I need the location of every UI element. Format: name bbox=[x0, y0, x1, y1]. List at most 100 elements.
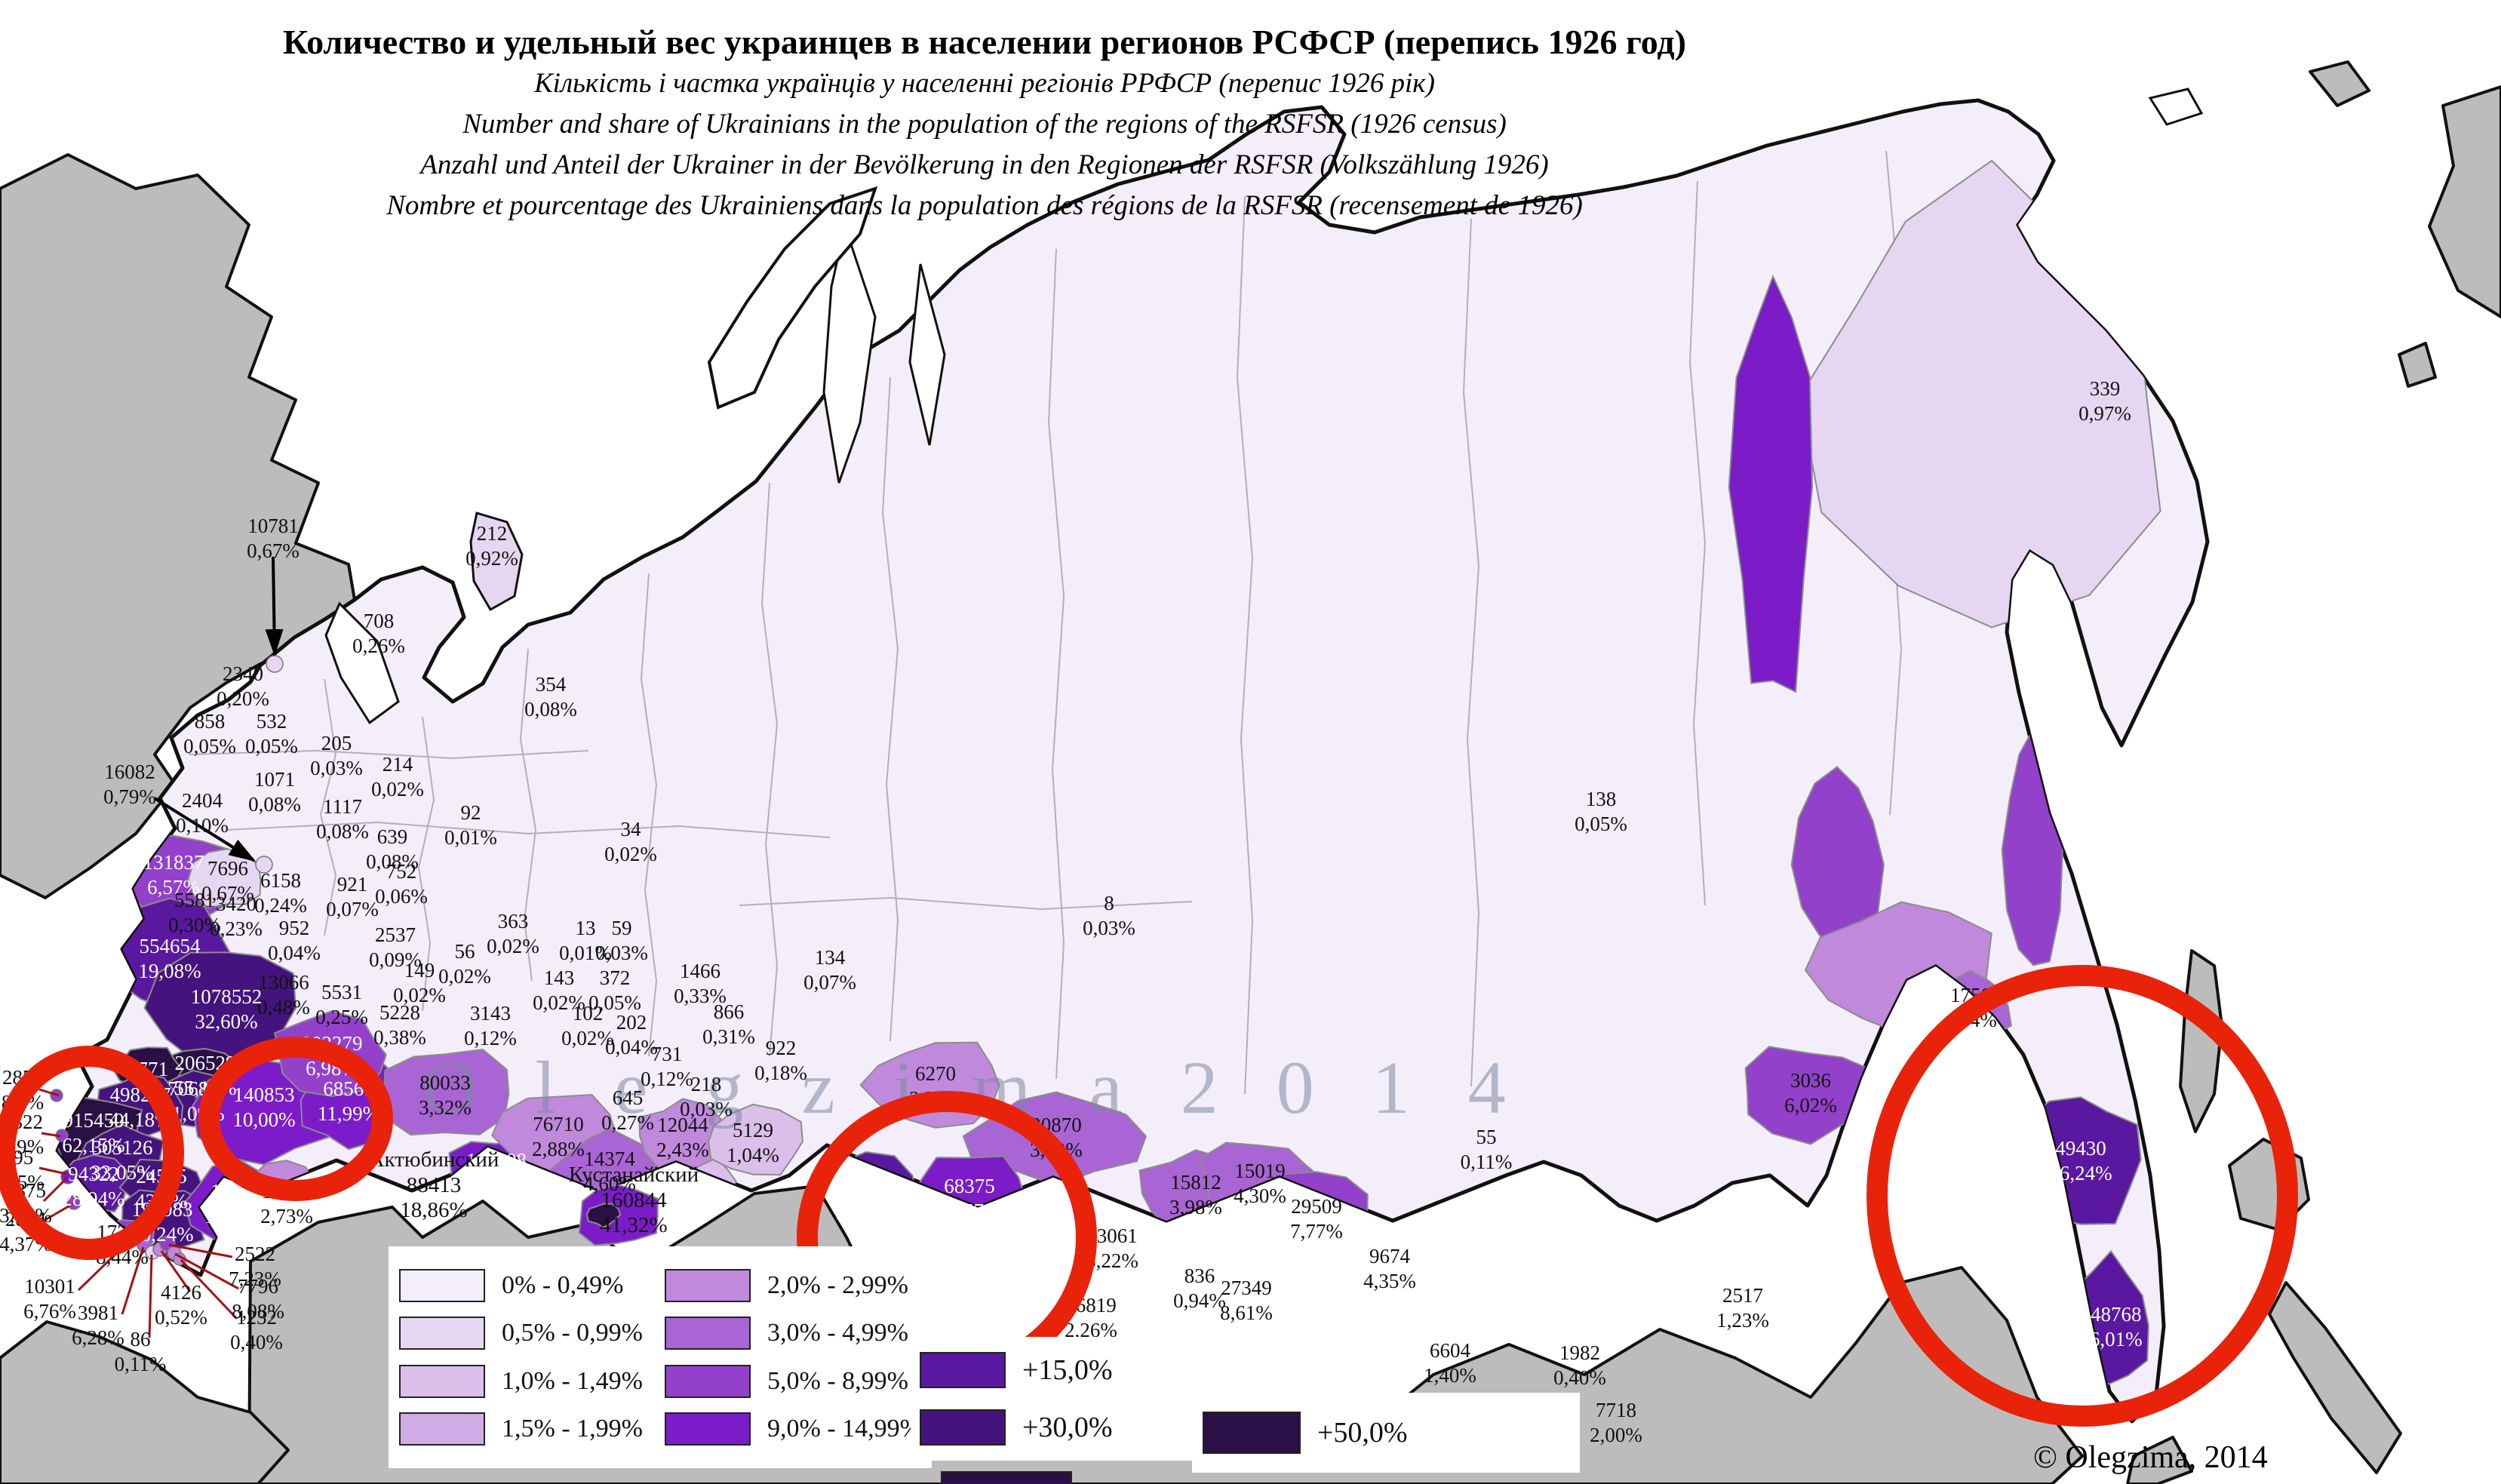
region-label: 2517 1,23% bbox=[1716, 1284, 1769, 1332]
leader-line bbox=[174, 1252, 239, 1290]
leader-line bbox=[121, 1246, 145, 1315]
callout-leader-lines bbox=[38, 1088, 239, 1338]
region-label: 9674 4,35% bbox=[1363, 1245, 1416, 1292]
region-label: 2537 0,09% bbox=[369, 923, 422, 971]
region-label: 1071 0,08% bbox=[248, 768, 301, 816]
region-label: 4126 0,52% bbox=[155, 1281, 207, 1329]
legend-row: 2,0% - 2,99% bbox=[665, 1261, 921, 1310]
region-label: 13066 0,48% bbox=[257, 971, 310, 1019]
region-label: 212 0,92% bbox=[465, 522, 518, 570]
leader-line bbox=[38, 1166, 67, 1175]
legend-row: +15,0% bbox=[920, 1352, 1200, 1388]
taz-gulf bbox=[908, 263, 946, 446]
region-label: 149 0,02% bbox=[393, 959, 446, 1006]
region-label: 1232 0,40% bbox=[230, 1306, 283, 1353]
region-label: 102 0,02% bbox=[561, 1002, 614, 1049]
region-label: 10301 6,76% bbox=[23, 1275, 76, 1323]
region-label: 3143 0,12% bbox=[464, 1002, 517, 1049]
region-label: 554654 19,08% bbox=[138, 935, 201, 982]
region-label: 866 0,31% bbox=[702, 1000, 755, 1048]
leader-line bbox=[43, 1203, 73, 1222]
legend-row: +50,0% bbox=[1203, 1412, 1408, 1454]
land-island-a bbox=[2309, 60, 2370, 107]
region-label: Актюбинский 88413 18,86% bbox=[369, 1148, 499, 1222]
region-label: 305126 33,05% bbox=[91, 1136, 153, 1184]
leader-line bbox=[42, 1177, 68, 1203]
legend-swatch bbox=[665, 1268, 751, 1302]
region-label: 1078552 32,60% bbox=[191, 985, 263, 1033]
region-label: 94322 28,94% bbox=[62, 1163, 124, 1210]
region-label: 354 0,08% bbox=[524, 673, 577, 720]
region-label: 2404 0,10% bbox=[176, 789, 229, 837]
legend-swatch bbox=[399, 1268, 485, 1302]
region-label: 752 0,06% bbox=[375, 860, 428, 908]
wrangel-island bbox=[2148, 88, 2204, 126]
legend-main: 0% - 0,49% 2,0% - 2,99% 0,5% - 0,99% 3,0% -… bbox=[389, 1246, 932, 1468]
legend-row: 3,0% - 4,99% bbox=[665, 1310, 921, 1358]
legend-row: 1,0% - 1,49% bbox=[399, 1357, 645, 1406]
region-label: 1466 0,33% bbox=[674, 960, 727, 1007]
legend-high: +15,0% +30,0% bbox=[911, 1337, 1209, 1461]
legend-label: +30,0% bbox=[1022, 1412, 1113, 1443]
small-region bbox=[255, 856, 273, 874]
region-label: 15019 4,30% bbox=[1234, 1160, 1286, 1207]
land-honshu bbox=[2268, 1281, 2402, 1474]
region-label: 68375 13,57% bbox=[938, 1175, 1000, 1222]
small-region bbox=[266, 655, 284, 673]
title-line-2: Кількість і частка українців у населенні… bbox=[534, 68, 1435, 99]
region-label: 372 0,05% bbox=[588, 966, 641, 1014]
leader-line bbox=[168, 1243, 233, 1258]
legend-swatch bbox=[1203, 1412, 1301, 1454]
rsfsr-territory bbox=[55, 98, 2210, 1424]
red-highlight-circle bbox=[0, 1046, 184, 1260]
decor-region bbox=[585, 1203, 622, 1228]
island-212 bbox=[469, 512, 524, 612]
leader-line bbox=[180, 1258, 238, 1320]
region-label: 76710 2,88% bbox=[532, 1113, 585, 1160]
region-label: 5129 1,04% bbox=[727, 1119, 779, 1166]
pointer-arrows bbox=[153, 556, 284, 862]
region-label: 34 0,02% bbox=[604, 818, 657, 865]
pointer-arrow bbox=[265, 556, 284, 656]
region-label: 29509 7,77% bbox=[1290, 1195, 1343, 1243]
region-label: 639 0,08% bbox=[366, 825, 419, 873]
title-line-1: Количество и удельный вес украинцев в на… bbox=[283, 23, 1686, 61]
outside-blobs bbox=[578, 1184, 659, 1246]
land-island-b bbox=[2398, 342, 2437, 388]
leader-line bbox=[148, 1254, 153, 1338]
region-label: 3036 6,02% bbox=[1784, 1069, 1837, 1117]
region-label: 148768 26,01% bbox=[2079, 1303, 2142, 1350]
region-label: 645 0,27% bbox=[601, 1086, 654, 1134]
leader-line bbox=[38, 1088, 60, 1097]
region-label: 143 0,02% bbox=[533, 966, 585, 1014]
region-label: 10781 0,67% bbox=[247, 515, 300, 562]
legend-label: 0,5% - 0,99% bbox=[502, 1319, 643, 1347]
legend-label: 1,0% - 1,49% bbox=[502, 1366, 643, 1395]
region-label: 70664 15,84% bbox=[991, 1252, 1053, 1299]
region-label: 2522 7,23% bbox=[229, 1243, 281, 1290]
region-label: 112108 14,50% bbox=[465, 1149, 527, 1197]
region-label: 202748 46,74% bbox=[945, 1280, 1008, 1328]
region-label: 59 0,03% bbox=[595, 917, 648, 964]
legend-cutoff-swatch bbox=[941, 1471, 1072, 1484]
region-label: Кустанайский 160844 41,32% bbox=[569, 1163, 699, 1237]
region-label: 915450 62,15% bbox=[62, 1109, 124, 1157]
region-label: 140853 10,00% bbox=[232, 1083, 295, 1131]
region-label: 922 0,18% bbox=[754, 1037, 807, 1084]
region-label: 49430 26,24% bbox=[2049, 1137, 2112, 1184]
region-label: 100500 25,39% bbox=[1941, 1167, 2004, 1215]
legend-label: 2,0% - 2,99% bbox=[767, 1270, 908, 1299]
region-label: 159694 19,37% bbox=[834, 1176, 897, 1224]
region-label: 921 0,07% bbox=[326, 873, 379, 920]
legend-label: +50,0% bbox=[1317, 1417, 1408, 1449]
region-label: 7796 8,08% bbox=[232, 1275, 284, 1323]
region-shape bbox=[638, 1098, 726, 1176]
region-label: 218 0,03% bbox=[680, 1073, 733, 1120]
leader-line bbox=[160, 1250, 192, 1292]
title-line-4: Anzahl und Anteil der Ukrainer in der Be… bbox=[420, 149, 1549, 180]
legend-swatch bbox=[399, 1364, 485, 1398]
title-line-3: Number and share of Ukrainians in the po… bbox=[462, 109, 1507, 140]
title-line-5: Nombre et pourcentage des Ukrainiens dan… bbox=[386, 190, 1583, 221]
region-shape bbox=[1744, 1046, 1894, 1145]
